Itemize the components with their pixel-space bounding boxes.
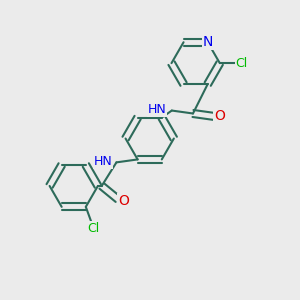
Text: O: O xyxy=(118,194,129,208)
Text: N: N xyxy=(202,35,213,49)
Text: HN: HN xyxy=(148,103,166,116)
Text: Cl: Cl xyxy=(87,222,99,235)
Text: HN: HN xyxy=(93,155,112,168)
Text: Cl: Cl xyxy=(235,57,248,70)
Text: O: O xyxy=(214,110,225,123)
